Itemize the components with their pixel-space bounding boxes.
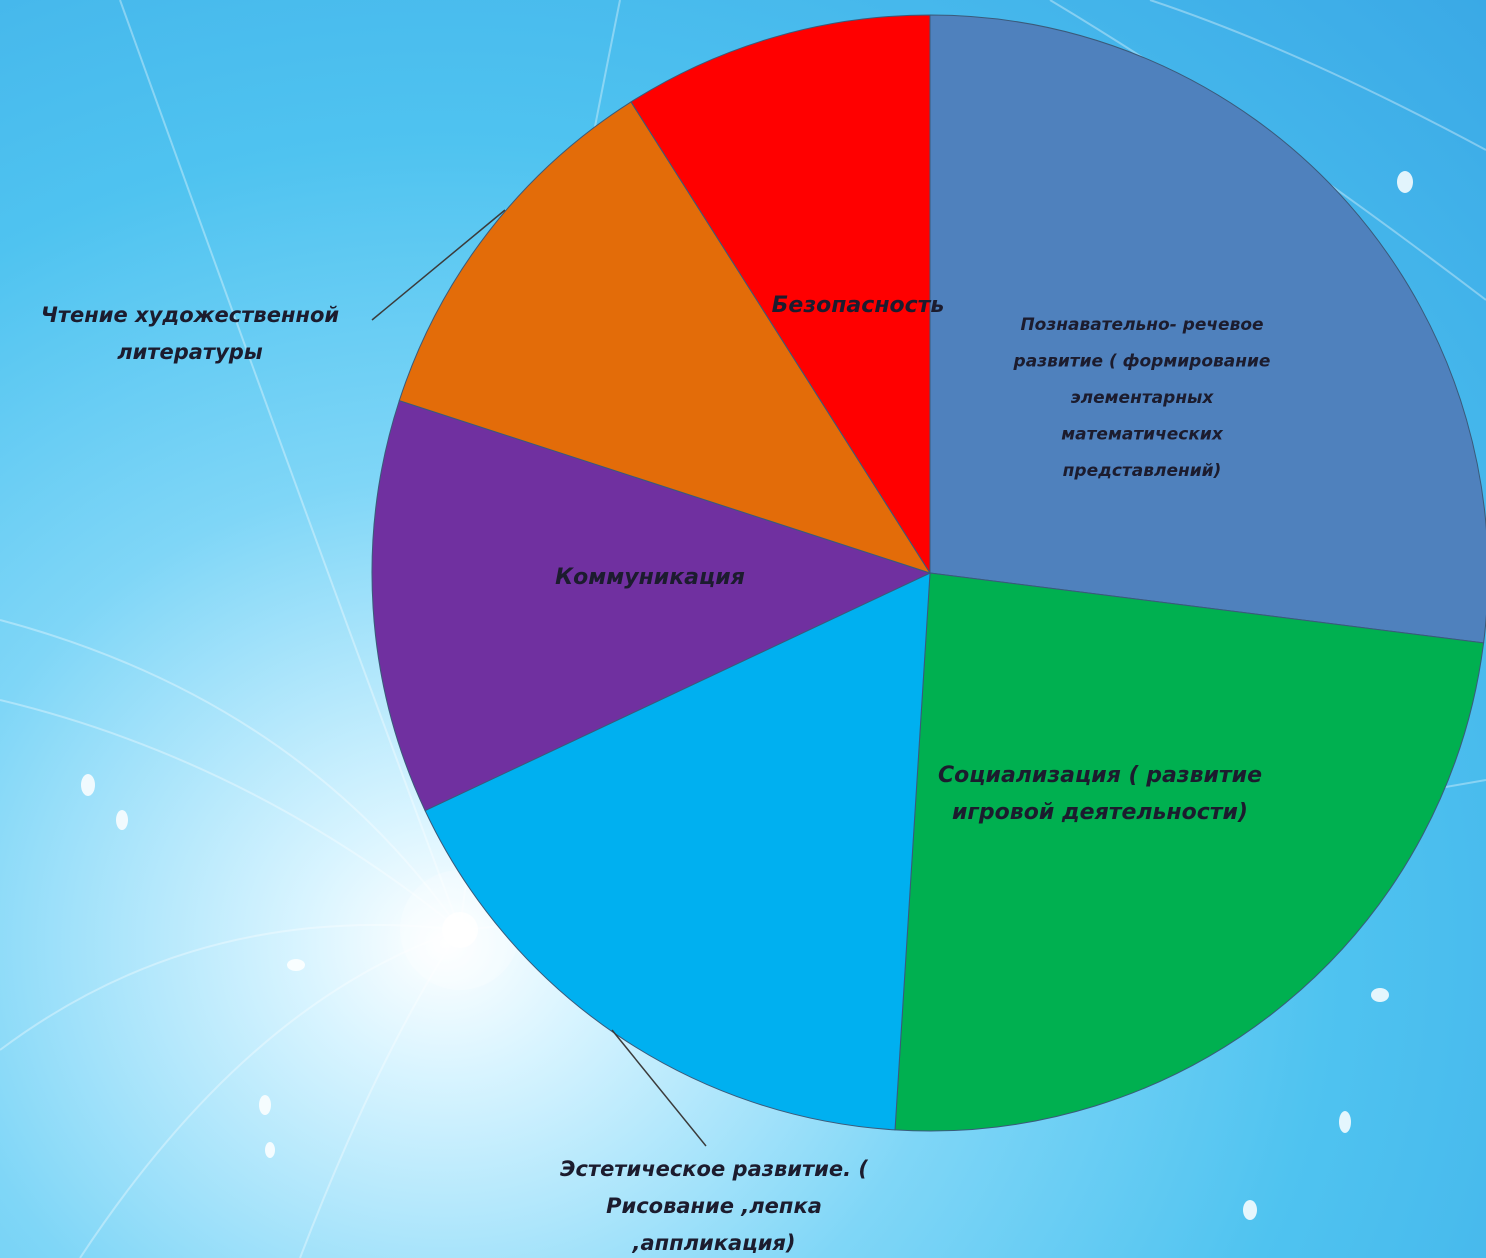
pie-slice [630, 14, 931, 575]
slice-label-line: Безопасность [772, 293, 945, 318]
slice-label-line: Рисование ,лепка [606, 1194, 822, 1218]
slice-label-line: Чтение художественной [41, 303, 340, 327]
slice-label: Чтение художественной литературы [41, 303, 340, 364]
leader-line [611, 1029, 707, 1147]
pie-slice [398, 101, 932, 574]
slice-label: Безопасность [772, 293, 945, 318]
slice-label-line: развитие ( формирование [1013, 352, 1271, 372]
slice-label: Социализация ( развитие игровой деятельно… [938, 763, 1262, 825]
slice-label-line: элементарных [1071, 388, 1215, 408]
leader-line [371, 209, 506, 321]
leader-lines [371, 209, 707, 1147]
slice-label: Коммуникация [555, 565, 745, 590]
slice-label: Познавательно- речевое развитие ( формиро… [1013, 315, 1271, 481]
slice-label-line: ,аппликация) [631, 1231, 795, 1255]
slice-label-line: игровой деятельности) [952, 800, 1248, 825]
slice-labels: Познавательно- речевое развитие ( формиро… [41, 293, 1271, 1255]
slice-label-line: Коммуникация [555, 565, 745, 590]
slice-label-line: математических [1061, 425, 1224, 445]
slice-label-line: литературы [117, 340, 263, 364]
slice-label-line: Социализация ( развитие [938, 763, 1262, 788]
pie-slice [371, 399, 932, 812]
slice-label-line: Познавательно- речевое [1020, 315, 1263, 335]
slice-label-line: представлений) [1063, 461, 1222, 481]
pie-slices [371, 14, 1486, 1132]
pie-slice [929, 14, 1486, 644]
pie-slice [894, 572, 1485, 1132]
slice-label-line: Эстетическое развитие. ( [560, 1157, 868, 1181]
slice-label: Эстетическое развитие. ( Рисование ,лепка… [560, 1157, 868, 1255]
